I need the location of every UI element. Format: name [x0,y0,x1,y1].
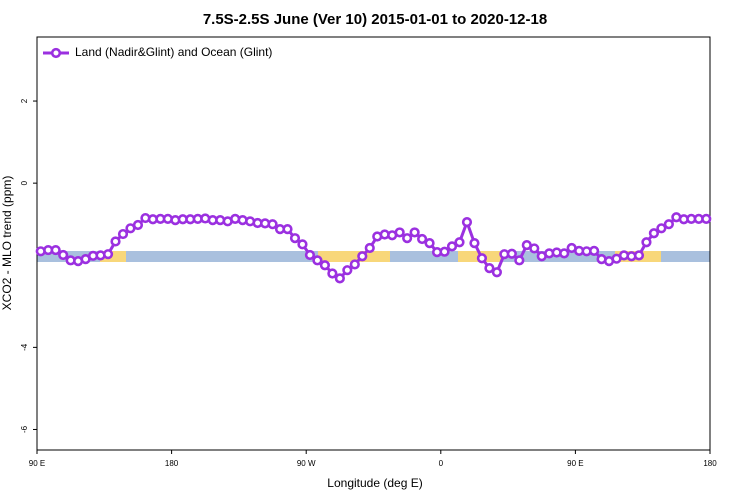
x-tick-label: 90 E [567,459,583,468]
data-point [304,249,316,261]
y-tick-label: -4 [20,343,29,351]
data-point [297,239,308,250]
data-point [312,255,323,266]
y-tick-label: 2 [20,98,29,103]
x-axis-label: Longitude (deg E) [327,476,422,490]
x-tick-label: 90 W [297,459,316,468]
data-point [132,219,144,231]
data-point [58,249,69,261]
data-point [357,251,368,262]
data-point [439,246,450,257]
y-tick-label: 0 [20,180,29,185]
data-point [417,233,428,245]
x-tick-label: 90 E [29,459,45,468]
x-tick-label: 0 [439,459,444,468]
data-point [633,250,645,261]
data-point [50,244,61,256]
data-point [110,236,121,247]
data-point [409,227,420,238]
data-point [394,227,405,238]
plot-frame [36,36,711,451]
data-point [461,217,473,228]
data-point [424,237,435,249]
data-point [282,224,293,235]
data-point [656,223,667,234]
data-point [559,248,570,259]
y-tick-label: -6 [20,425,29,433]
data-point [588,245,600,256]
data-point [117,228,129,240]
data-point [446,241,458,252]
data-point [514,255,525,266]
data-point [484,263,495,274]
y-axis-label: XCO2 - MLO trend (ppm) [0,176,14,311]
x-tick-label: 180 [703,459,717,468]
data-point [529,243,540,254]
data-point [102,249,114,260]
chart-title: 7.5S-2.5S June (Ver 10) 2015-01-01 to 20… [203,11,547,28]
data-point [641,237,652,248]
legend-label: Land (Nadir&Glint) and Ocean (Glint) [75,45,272,59]
data-point [506,248,517,259]
data-point [342,265,353,276]
data-point [334,273,345,284]
data-point [267,219,278,230]
data-point [648,228,660,239]
land-band [318,251,390,262]
data-point [476,253,488,264]
data-point [289,233,301,244]
data-point [701,213,712,224]
data-point [454,237,465,248]
data-point [663,219,674,230]
x-tick-label: 180 [165,459,179,468]
data-point [402,233,413,244]
land-band [100,251,126,262]
legend-marker [50,47,62,59]
data-point [319,260,330,271]
data-point [327,268,338,279]
data-point [364,242,375,254]
data-point [491,267,502,278]
data-point [469,237,480,249]
data-point [349,259,360,270]
